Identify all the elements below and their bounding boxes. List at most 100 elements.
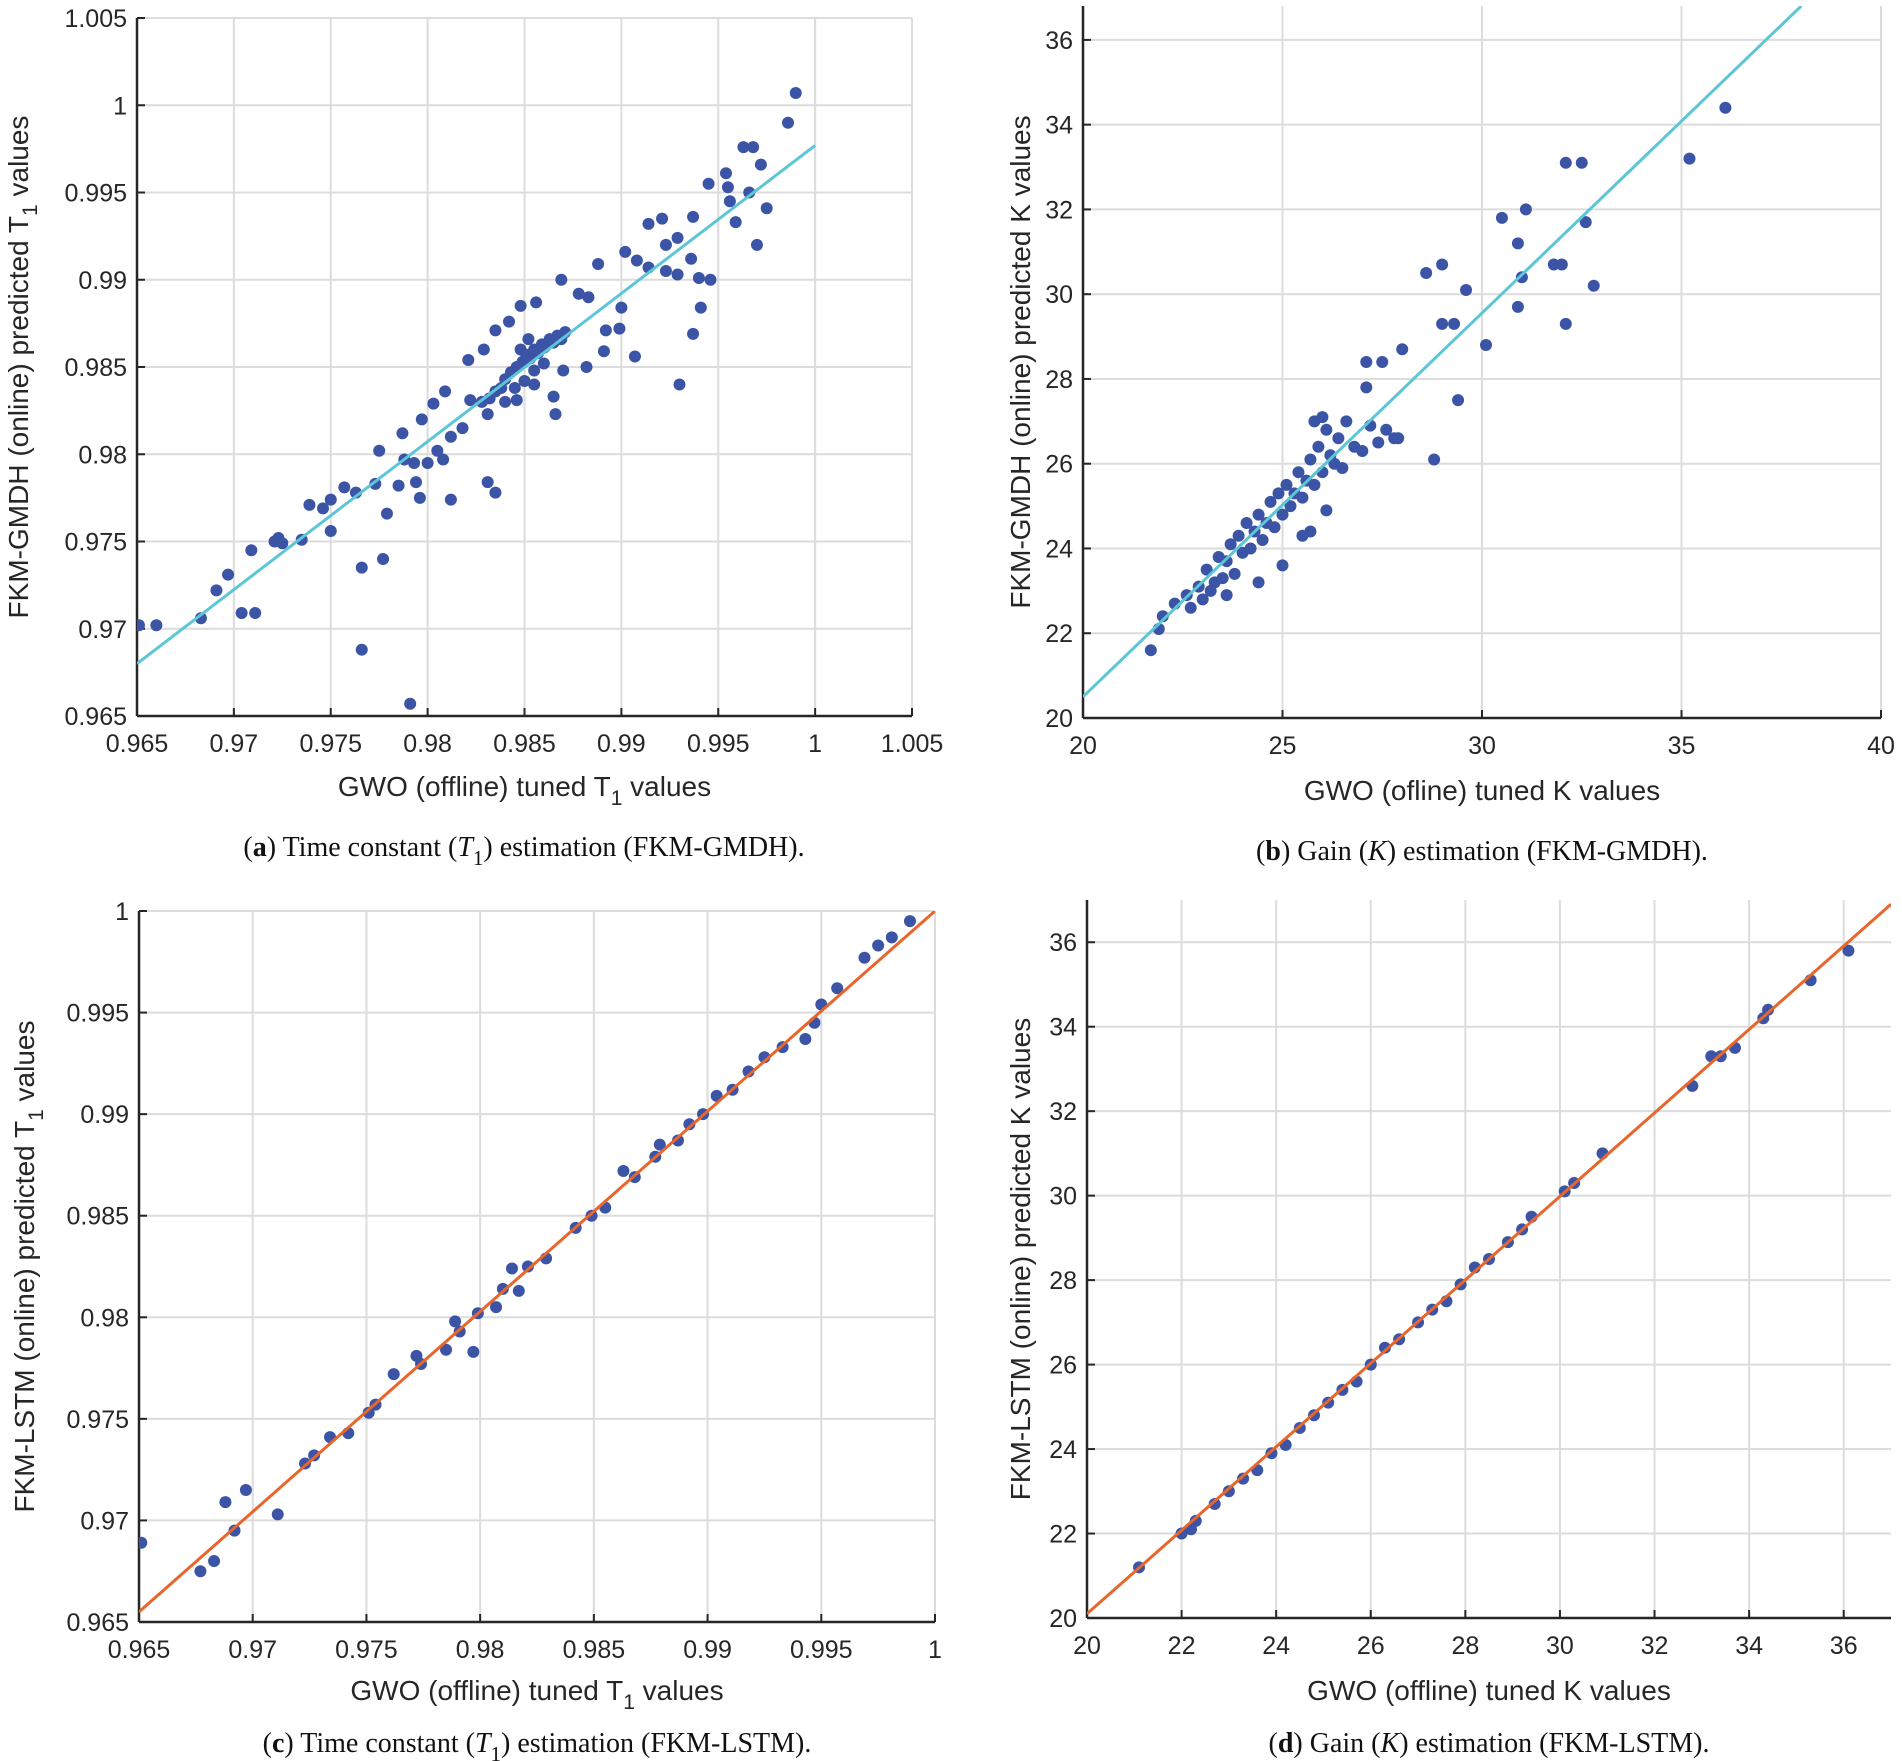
y-tick-label: 0.98 xyxy=(80,1304,129,1332)
x-tick-label: 0.995 xyxy=(790,1636,853,1664)
data-point xyxy=(415,413,428,426)
data-point xyxy=(512,1284,525,1297)
fit-line xyxy=(139,911,935,1613)
fit-line xyxy=(1087,903,1891,1615)
data-point xyxy=(431,444,444,457)
x-axis-label: GWO (ofline) tuned K values xyxy=(1304,775,1660,806)
data-point xyxy=(373,444,386,457)
data-point xyxy=(456,422,469,435)
data-point xyxy=(1336,461,1349,474)
data-point xyxy=(499,395,512,408)
y-tick-label: 0.99 xyxy=(80,1101,129,1129)
data-point xyxy=(1228,567,1241,580)
data-point xyxy=(1396,343,1409,356)
y-tick-label: 28 xyxy=(1045,366,1073,394)
data-point xyxy=(324,525,337,538)
data-point xyxy=(528,378,541,391)
data-point xyxy=(720,167,732,180)
y-tick-label: 0.975 xyxy=(64,529,127,557)
label-text: Time constant ( xyxy=(300,1728,475,1759)
x-tick-label: 1 xyxy=(928,1636,942,1664)
label-subscript: 1 xyxy=(19,204,42,216)
data-point xyxy=(1222,1485,1235,1498)
fit-line xyxy=(137,144,817,665)
data-point xyxy=(1208,1497,1221,1510)
x-tick-label: 0.98 xyxy=(403,730,452,758)
x-tick-label: 0.99 xyxy=(683,1636,732,1664)
data-point xyxy=(721,181,734,194)
data-point xyxy=(729,216,742,229)
panel-caption: (d) Gain (K) estimation (FKM-LSTM). xyxy=(1269,1728,1710,1759)
data-point xyxy=(464,394,477,407)
data-point xyxy=(630,254,643,267)
x-tick-label: 30 xyxy=(1546,1632,1574,1660)
label-subscript: 1 xyxy=(473,846,484,870)
data-point xyxy=(1284,500,1297,513)
data-point xyxy=(1304,525,1317,538)
label-text: values xyxy=(3,116,34,205)
x-tick-label: 36 xyxy=(1830,1632,1858,1660)
y-tick-label: 36 xyxy=(1045,27,1073,55)
data-point xyxy=(1360,381,1373,394)
data-point xyxy=(582,291,595,304)
data-point xyxy=(362,1406,375,1419)
caption-paren: ) xyxy=(1281,836,1297,867)
data-point xyxy=(1495,211,1508,224)
data-point xyxy=(673,378,686,391)
data-point xyxy=(1296,491,1309,504)
data-point xyxy=(1312,440,1325,453)
data-point xyxy=(903,915,916,928)
data-point xyxy=(572,287,585,300)
label-text: GWO (offline) tuned K values xyxy=(1307,1675,1671,1706)
data-point xyxy=(1683,152,1696,165)
data-point xyxy=(194,1565,207,1578)
data-point xyxy=(1587,279,1600,292)
data-point xyxy=(1232,529,1245,542)
data-point xyxy=(1280,478,1293,491)
data-point xyxy=(1272,487,1285,500)
x-tick-label: 28 xyxy=(1451,1632,1479,1660)
data-point xyxy=(1559,317,1572,330)
data-point xyxy=(671,231,684,244)
label-var: T xyxy=(457,832,475,863)
data-point xyxy=(510,394,523,407)
label-text: FKM-LSTM (online) predicted T xyxy=(9,1121,40,1513)
x-tick-label: 24 xyxy=(1262,1632,1290,1660)
data-point xyxy=(421,456,434,469)
data-point xyxy=(1376,356,1389,368)
y-tick-label: 0.965 xyxy=(64,703,127,731)
y-tick-label: 26 xyxy=(1049,1352,1077,1380)
data-point xyxy=(642,217,655,230)
data-point xyxy=(404,697,417,710)
data-point xyxy=(1292,466,1305,479)
data-point xyxy=(518,374,531,387)
data-point xyxy=(1392,432,1405,445)
data-point xyxy=(1436,258,1449,271)
data-point xyxy=(489,324,502,337)
x-tick-label: 20 xyxy=(1073,1632,1101,1660)
label-text: ) estimation (FKM-LSTM). xyxy=(501,1728,811,1759)
data-point xyxy=(1515,271,1528,284)
data-point xyxy=(747,141,760,154)
x-tick-label: 1 xyxy=(808,730,822,758)
data-point xyxy=(615,301,628,314)
data-point xyxy=(514,299,527,312)
data-point xyxy=(444,493,457,506)
data-point xyxy=(1428,453,1441,466)
caption-letter: d xyxy=(1278,1728,1294,1759)
x-axis-label: GWO (offline) tuned T1 values xyxy=(350,1675,723,1714)
y-tick-label: 0.995 xyxy=(66,1000,129,1028)
data-point xyxy=(440,1343,453,1356)
x-axis-label: GWO (offline) tuned T1 values xyxy=(338,771,711,810)
panel-caption: (a) Time constant (T1) estimation (FKM-G… xyxy=(243,832,804,870)
y-tick-label: 24 xyxy=(1045,535,1073,563)
data-point xyxy=(1308,415,1321,428)
data-point xyxy=(782,116,794,129)
plot-area xyxy=(1083,6,1803,698)
data-point xyxy=(427,397,440,410)
label-text: GWO (offline) tuned T xyxy=(338,771,611,802)
y-tick-label: 32 xyxy=(1049,1098,1077,1126)
data-point xyxy=(490,1301,503,1314)
x-tick-label: 1.005 xyxy=(881,730,944,758)
